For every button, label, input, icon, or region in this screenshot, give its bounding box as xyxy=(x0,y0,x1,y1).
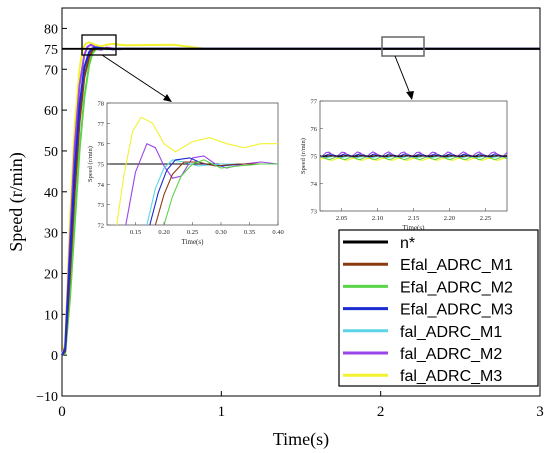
y-tick-label: 60 xyxy=(44,104,58,119)
inset-x-axis-label: Time(s) xyxy=(182,238,205,246)
zoom-arrow-rise-head xyxy=(163,94,172,102)
inset-y-tick-label: 77 xyxy=(311,99,318,106)
inset-x-axis-label: Time(s) xyxy=(403,224,426,232)
zoom-box-steady xyxy=(381,36,425,57)
inset-x-tick-label: 0.35 xyxy=(244,229,255,236)
inset-x-tick-label: 0.15 xyxy=(130,229,141,236)
legend-label: n* xyxy=(400,235,415,252)
zoom-arrow-rise xyxy=(101,54,171,101)
legend-label: fal_ADRC_M3 xyxy=(400,368,502,385)
zoom-arrow-steady-head xyxy=(406,91,414,100)
inset-zoom-rise: 72 73 74 75 76 77 78 0.15 0.20 0.25 0.30 0.35 0.40 Ti… xyxy=(87,101,284,247)
inset-x-tick-label: 0.25 xyxy=(187,229,198,236)
inset-y-axis-label: Speed (r/min) xyxy=(300,138,307,174)
inset-line-efal-adrc-m1 xyxy=(154,161,278,225)
inset-y-tick-label: 75 xyxy=(98,162,105,169)
y-tick-label: 80 xyxy=(44,22,58,37)
inset-x-tick-label: 2.10 xyxy=(372,215,383,222)
x-tick-label: 1 xyxy=(218,404,226,420)
legend-label: Efal_ADRC_M2 xyxy=(400,279,513,296)
y-tick-label: −10 xyxy=(36,390,58,405)
inset-y-tick-label: 74 xyxy=(98,182,105,189)
inset-x-tick-label: 0.30 xyxy=(215,229,226,236)
legend: n* Efal_ADRC_M1 Efal_ADRC_M2 Efal_ADRC_M3fa… xyxy=(338,229,539,387)
inset-zoom-steady: 73 74 75 76 77 2.05 2.10 2.15 2.20 2.25 Time(s) Spe… xyxy=(300,99,508,232)
inset-x-tick-label: 2.25 xyxy=(480,215,491,222)
inset-y-axis-label: Speed (r/min) xyxy=(87,146,94,182)
inset-line-fal-adrc-m3 xyxy=(116,116,278,225)
inset-x-tick-label: 2.15 xyxy=(408,215,419,222)
x-tick-label: 0 xyxy=(58,404,66,420)
y-tick-label: 70 xyxy=(44,63,58,78)
zoom-box-rise xyxy=(81,34,117,56)
inset-y-tick-label: 72 xyxy=(98,223,105,230)
y-tick-label: 10 xyxy=(44,308,58,323)
inset-x-tick-label: 2.05 xyxy=(336,215,347,222)
legend-label: Efal_ADRC_M3 xyxy=(400,302,513,319)
inset-lines xyxy=(107,116,278,225)
y-tick-label: 50 xyxy=(44,145,58,160)
inset-y-tick-label: 75 xyxy=(311,154,318,161)
inset-y-tick-label: 78 xyxy=(98,101,105,108)
legend-label: fal_ADRC_M1 xyxy=(400,324,502,341)
inset-y-tick-label: 73 xyxy=(98,202,105,209)
y-tick-label: 40 xyxy=(44,186,58,201)
x-tick-label: 3 xyxy=(536,404,544,420)
legend-label: fal_ADRC_M2 xyxy=(400,346,502,363)
inset-y-tick-label: 76 xyxy=(311,126,318,133)
inset-x-tick-label: 0.40 xyxy=(272,229,283,236)
y-tick-label: 30 xyxy=(44,227,58,242)
y-tick-label: 20 xyxy=(44,267,58,282)
inset-lines xyxy=(320,151,507,161)
inset-y-tick-label: 73 xyxy=(311,209,318,216)
zoom-arrow-steady xyxy=(394,55,412,97)
x-axis-label: Time(s) xyxy=(273,429,329,450)
inset-x-tick-label: 0.20 xyxy=(158,229,169,236)
y-axis-label: Speed (r/min) xyxy=(6,152,27,251)
y-tick-label: 75 xyxy=(44,43,58,58)
legend-label: Efal_ADRC_M1 xyxy=(400,257,513,274)
inset-y-tick-label: 74 xyxy=(311,181,318,188)
x-tick-label: 2 xyxy=(377,404,385,420)
inset-y-tick-label: 77 xyxy=(98,121,105,128)
y-tick-label: 0 xyxy=(51,349,58,364)
inset-y-tick-label: 76 xyxy=(98,141,105,148)
inset-x-tick-label: 2.20 xyxy=(444,215,455,222)
inset-line-efal-adrc-m2 xyxy=(163,159,278,225)
inset-line-fal-adrc-m1 xyxy=(146,159,278,225)
